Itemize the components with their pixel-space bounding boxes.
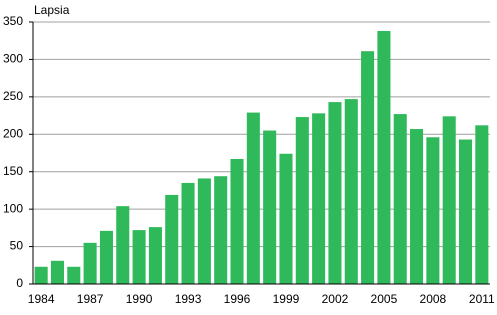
bar <box>197 178 211 284</box>
y-tick-label: 250 <box>3 89 23 103</box>
bar <box>148 227 162 284</box>
x-tick-label: 1984 <box>28 292 55 306</box>
bar <box>361 51 375 284</box>
x-tick-label: 2011 <box>469 292 495 306</box>
bar <box>181 182 195 284</box>
bar <box>116 206 130 284</box>
x-tick-label: 1999 <box>273 292 300 306</box>
x-tick-label: 1987 <box>77 292 104 306</box>
y-tick-label: 50 <box>10 239 24 253</box>
bar <box>377 30 391 285</box>
bar <box>279 153 293 284</box>
bar <box>50 260 65 284</box>
bar <box>263 130 277 284</box>
bar <box>230 158 244 284</box>
bar <box>99 230 113 284</box>
x-tick-label: 2005 <box>371 292 398 306</box>
x-tick-label: 2002 <box>322 292 349 306</box>
bar <box>410 129 424 284</box>
bar <box>393 114 407 285</box>
bar <box>246 112 260 284</box>
x-tick-label: 1993 <box>175 292 202 306</box>
bar <box>83 242 97 284</box>
bar <box>312 113 326 284</box>
x-tick-label: 1990 <box>126 292 153 306</box>
bar <box>344 99 358 284</box>
bar <box>214 176 228 284</box>
bar <box>442 116 456 284</box>
y-tick-label: 0 <box>16 276 23 290</box>
bar <box>328 102 342 285</box>
bar <box>132 230 146 284</box>
y-tick-label: 150 <box>3 164 23 178</box>
y-tick-label: 300 <box>3 52 23 66</box>
bar <box>34 266 48 284</box>
y-tick-label: 100 <box>3 201 23 215</box>
bar <box>67 266 81 284</box>
bar <box>458 139 473 284</box>
bar <box>475 125 489 284</box>
y-tick-label: 350 <box>3 14 23 28</box>
bar <box>426 137 440 284</box>
x-tick-label: 1996 <box>224 292 251 306</box>
y-axis-label: Lapsia <box>34 3 70 17</box>
x-tick-label: 2008 <box>420 292 447 306</box>
y-tick-label: 200 <box>3 126 23 140</box>
bar <box>295 117 309 284</box>
bar <box>165 194 179 284</box>
